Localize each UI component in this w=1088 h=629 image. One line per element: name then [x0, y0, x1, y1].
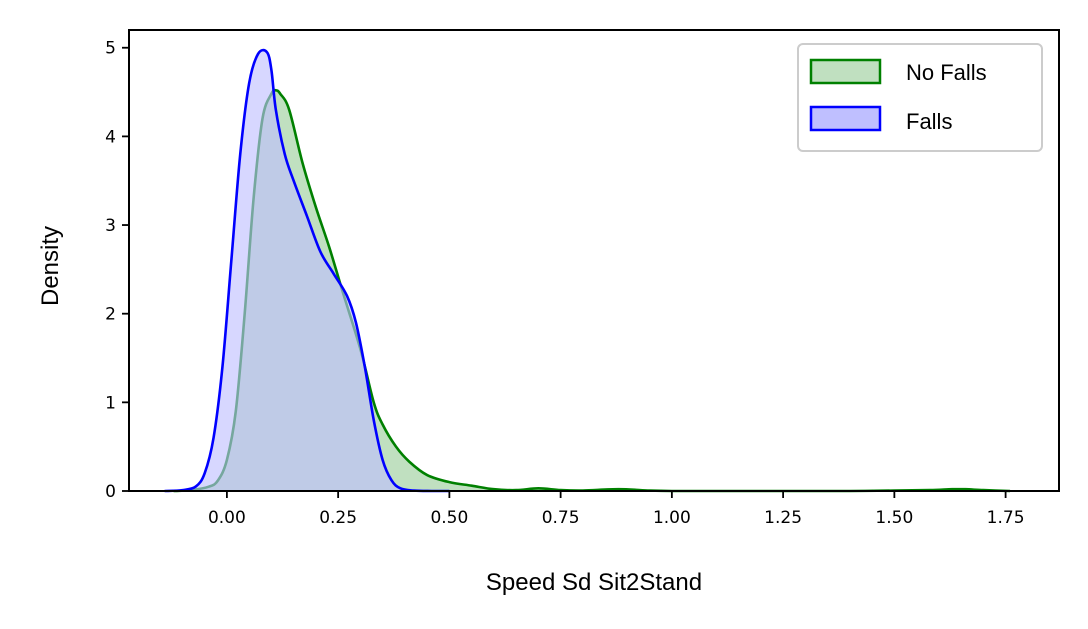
x-tick-label: 0.00 [208, 508, 246, 528]
line-falls [164, 48, 450, 493]
y-tick-label: 3 [105, 216, 116, 236]
y-tick-label: 0 [105, 482, 116, 502]
x-tick-label: 1.25 [764, 508, 802, 528]
x-tick-label: 1.75 [987, 508, 1025, 528]
y-tick-label: 1 [105, 393, 116, 413]
x-tick-label: 0.50 [430, 508, 468, 528]
y-ticks: 0 1 2 3 4 5 [105, 39, 129, 502]
plot-frame [128, 29, 1060, 492]
area-falls [164, 50, 450, 491]
x-tick-label: 1.00 [653, 508, 691, 528]
legend: No Falls Falls [797, 43, 1043, 152]
legend-label-falls: Falls [906, 109, 952, 134]
y-tick-label: 4 [105, 127, 116, 147]
x-tick-label: 0.75 [542, 508, 580, 528]
y-tick-label: 2 [105, 305, 116, 325]
x-tick-label: 0.25 [319, 508, 357, 528]
y-axis-label: Density [37, 226, 64, 306]
x-tick-label: 1.50 [875, 508, 913, 528]
legend-label-no-falls: No Falls [906, 60, 987, 85]
y-tick-label: 5 [105, 39, 116, 59]
legend-swatch-no-falls [809, 58, 882, 85]
x-ticks: 0.00 0.25 0.50 0.75 1.00 1.25 1.50 1.75 [208, 491, 1025, 528]
legend-swatch-falls [809, 105, 882, 132]
x-axis-label: Speed Sd Sit2Stand [486, 569, 702, 596]
